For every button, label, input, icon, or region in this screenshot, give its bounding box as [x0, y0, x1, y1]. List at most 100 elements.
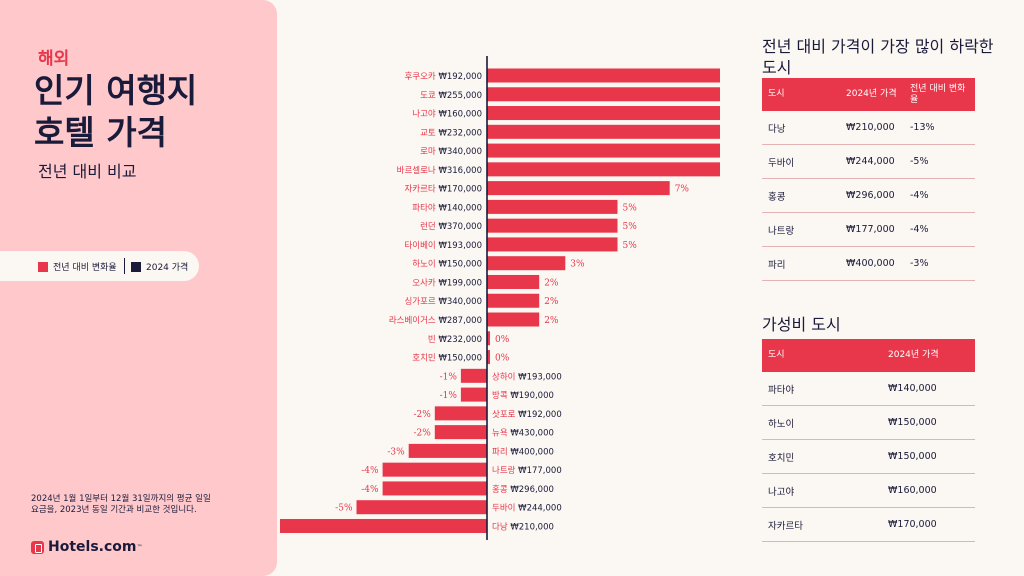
- decline-table-cell: -3%: [904, 246, 975, 281]
- value-table: 도시 2024년 가격 파타야 ₩140,000 하노이 ₩150,000 호치민 ₩15…: [762, 339, 975, 542]
- data-label: 5%: [623, 241, 638, 251]
- category-label: 로마 ₩340,000: [420, 147, 482, 157]
- decline-table-header: 도시 2024년 가격 전년 대비 변화율: [762, 78, 975, 111]
- bar: [487, 143, 720, 158]
- category-price: ₩177,000: [518, 466, 562, 476]
- category-name: 오사카: [412, 278, 436, 288]
- category-name: 호치민: [412, 353, 435, 364]
- brand-name: Hotels.com: [48, 539, 137, 555]
- value-table-row: 나고야 ₩160,000: [762, 473, 975, 508]
- category-price: ₩193,000: [518, 372, 562, 382]
- category-name: 나고야: [412, 109, 436, 120]
- data-label: -5%: [335, 504, 353, 514]
- category-label: 자카르타 ₩170,000: [404, 185, 482, 195]
- legend-item-change: 전년 대비 변화율: [38, 260, 117, 273]
- hotels-logo-icon: [31, 540, 44, 554]
- category-label: 나트랑 ₩177,000: [492, 465, 562, 476]
- category-price: ₩340,000: [438, 147, 482, 157]
- category-label: 바르셀로나 ₩316,000: [397, 165, 482, 176]
- decline-header-city: 도시: [762, 78, 840, 111]
- title-line-1: 인기 여행지: [34, 71, 198, 110]
- category-label: 후쿠오카 ₩192,000: [404, 72, 482, 82]
- data-label: -2%: [413, 410, 431, 420]
- category-label: 타이베이 ₩193,000: [404, 240, 482, 251]
- category-price: ₩255,000: [438, 91, 482, 101]
- category-label: 파리 ₩400,000: [492, 447, 554, 457]
- category-name: 바르셀로나: [397, 165, 436, 176]
- bar: [487, 218, 618, 233]
- value-table-cell: ₩140,000: [882, 372, 975, 406]
- decline-table-cell: ₩244,000: [840, 144, 904, 179]
- category-price: ₩192,000: [438, 72, 482, 82]
- value-table-cell: 파타야: [762, 372, 882, 406]
- data-label: 5%: [623, 203, 638, 213]
- legend-label-change: 전년 대비 변화율: [53, 263, 117, 273]
- category-label: 홍콩 ₩296,000: [492, 484, 554, 495]
- category-price: ₩192,000: [518, 410, 562, 420]
- bar: [487, 124, 720, 139]
- category-price: ₩244,000: [518, 504, 562, 514]
- category-label: 상하이 ₩193,000: [492, 371, 562, 382]
- decline-table-row: 파리 ₩400,000 -3%: [762, 246, 975, 281]
- bar: [487, 331, 490, 346]
- page-subtitle: 전년 대비 비교: [38, 162, 137, 181]
- decline-table-cell: ₩400,000: [840, 246, 904, 281]
- category-label: 호치민 ₩150,000: [412, 353, 482, 364]
- data-label: 2%: [544, 316, 559, 326]
- bar: [487, 68, 720, 83]
- title-line-2: 호텔 가격: [34, 113, 167, 152]
- legend-label-price: 2024 가격: [146, 263, 189, 273]
- decline-table-cell: -13%: [904, 111, 975, 145]
- bar: [434, 406, 487, 421]
- category-price: ₩150,000: [438, 354, 482, 364]
- bar: [487, 199, 618, 214]
- category-price: ₩287,000: [438, 316, 482, 326]
- decline-table-cell: 파리: [762, 246, 840, 281]
- category-name: 자카르타: [404, 185, 435, 195]
- decline-table-cell: 다낭: [762, 111, 840, 145]
- data-label: 2%: [544, 297, 559, 307]
- bar: [382, 462, 487, 477]
- category-price: ₩150,000: [438, 260, 482, 270]
- legend-item-price: 2024 가격: [131, 260, 188, 273]
- decline-table-cell: ₩296,000: [840, 178, 904, 213]
- value-table-cell: ₩150,000: [882, 439, 975, 474]
- category-label: 삿포로 ₩192,000: [492, 410, 562, 420]
- bar: [408, 443, 487, 458]
- category-name: 나트랑: [492, 465, 516, 476]
- bar: [460, 387, 487, 402]
- category-name: 싱가포르: [404, 296, 435, 307]
- bar: [487, 181, 670, 196]
- category-price: ₩370,000: [438, 222, 482, 232]
- value-table-cell: 하노이: [762, 405, 882, 440]
- data-label: 7%: [675, 185, 690, 195]
- decline-table-row: 홍콩 ₩296,000 -4%: [762, 178, 975, 213]
- decline-table-title: 전년 대비 가격이 가장 많이 하락한 도시: [762, 37, 994, 77]
- category-name: 파타야: [412, 202, 436, 213]
- category-label: 나고야 ₩160,000: [412, 109, 482, 120]
- data-label: 3%: [570, 260, 585, 270]
- category-name: 라스베이거스: [389, 315, 436, 326]
- category-name: 런던: [420, 221, 436, 232]
- category-label: 하노이 ₩150,000: [412, 259, 482, 270]
- data-label: -4%: [361, 466, 379, 476]
- category-label: 오사카 ₩199,000: [412, 278, 482, 288]
- category-name: 타이베이: [404, 240, 435, 251]
- data-label: -1%: [440, 391, 458, 401]
- legend-swatch-price: [131, 261, 141, 272]
- data-label: 0%: [495, 354, 510, 364]
- value-table-row: 호치민 ₩150,000: [762, 439, 975, 474]
- kicker-label: 해외: [38, 49, 70, 69]
- bar: [487, 293, 540, 308]
- bar: [460, 368, 487, 383]
- category-price: ₩160,000: [438, 110, 482, 120]
- value-table-cell: 자카르타: [762, 507, 882, 542]
- value-header-city: 도시: [762, 339, 882, 372]
- decline-table-row: 다낭 ₩210,000 -13%: [762, 111, 975, 145]
- category-label: 라스베이거스 ₩287,000: [389, 315, 482, 326]
- category-price: ₩140,000: [438, 203, 482, 213]
- value-table-row: 파타야 ₩140,000: [762, 372, 975, 406]
- category-price: ₩316,000: [438, 166, 482, 176]
- value-table-row: 자카르타 ₩170,000: [762, 507, 975, 542]
- data-label: -3%: [387, 447, 405, 457]
